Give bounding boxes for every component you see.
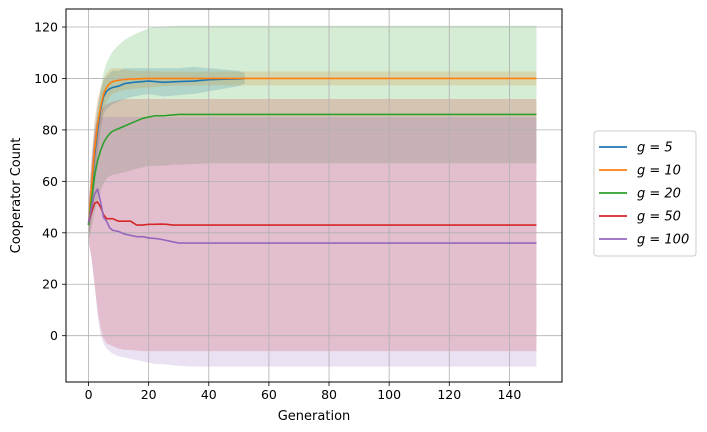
y-tick-label: 20	[42, 277, 58, 292]
legend: g = 5 g = 10 g = 20 g = 50 g = 100	[593, 130, 697, 257]
x-tick-label: 80	[321, 387, 337, 402]
plot-frame	[65, 8, 563, 383]
y-axis: 0 20 40 60 80 100 120	[34, 20, 66, 343]
line-series-1	[87, 77, 537, 226]
x-tick-label: 20	[141, 387, 157, 402]
line-series-2	[87, 113, 537, 226]
y-axis-label: Cooperator Count	[9, 138, 24, 254]
legend-label: g = 10	[637, 164, 681, 179]
legend-label: g = 100	[637, 233, 689, 248]
y-tick-label: 80	[42, 122, 58, 137]
band-series-1	[88, 68, 537, 241]
legend-label: g = 5	[637, 141, 673, 156]
legend-label: g = 20	[637, 187, 681, 202]
x-tick-label: 40	[201, 387, 217, 402]
x-tick-label: 120	[437, 387, 461, 402]
y-tick-label: 40	[42, 225, 58, 240]
y-tick-label: 0	[50, 328, 58, 343]
line-series-4	[87, 188, 537, 244]
x-tick-label: 60	[261, 387, 277, 402]
x-tick-label: 100	[377, 387, 401, 402]
x-axis-label: Generation	[278, 409, 351, 424]
y-tick-label: 100	[34, 71, 58, 86]
y-tick-label: 120	[34, 20, 58, 35]
line-series-3	[87, 201, 537, 226]
y-tick-label: 60	[42, 174, 58, 189]
legend-box	[593, 130, 697, 257]
legend-label: g = 50	[637, 210, 681, 225]
x-axis: 0 20 40 60 80 100 120 140	[85, 382, 521, 402]
series-lines	[87, 77, 537, 244]
x-tick-label: 140	[497, 387, 521, 402]
band-series-0	[88, 66, 245, 238]
confidence-bands	[88, 25, 537, 367]
band-series-4	[88, 117, 537, 367]
x-tick-label: 0	[85, 387, 93, 402]
